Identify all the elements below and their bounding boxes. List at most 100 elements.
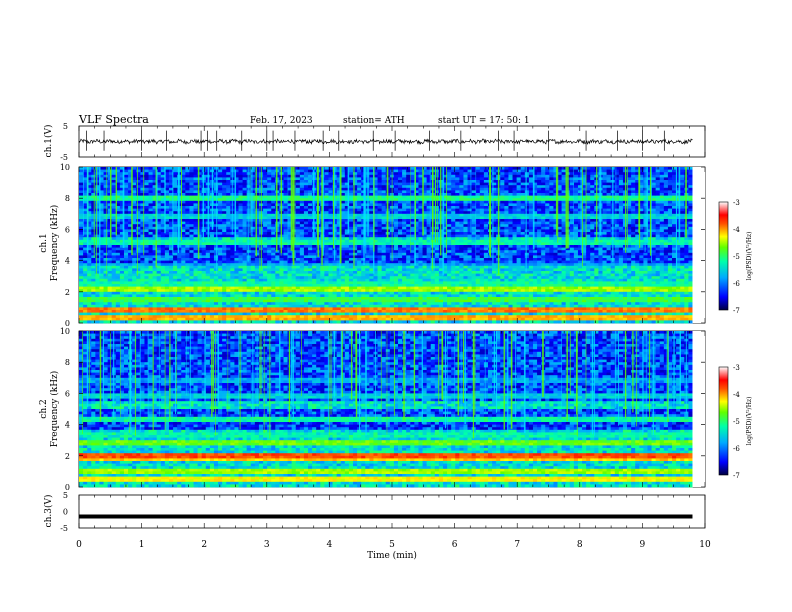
ch1-spectrogram-cell xyxy=(328,245,333,248)
ch1-spectrogram-cell xyxy=(295,255,301,259)
ch1-spectrogram-cell xyxy=(185,172,190,176)
ch1-spectrogram-cell xyxy=(128,315,133,319)
ch1-spectrogram-cell xyxy=(410,286,415,290)
ch1-spectrogram-cell xyxy=(406,260,411,264)
ch1-spectrogram-cell xyxy=(156,268,162,272)
ch1-spectrogram-cell xyxy=(263,291,268,295)
ch1-spectrogram-cell xyxy=(340,213,346,217)
ch1-spectrogram-cell xyxy=(353,250,358,254)
ch1-spectrogram-cell xyxy=(136,284,141,287)
ch1-spectrogram-cell xyxy=(136,229,141,233)
ch1-spectrogram-cell xyxy=(406,232,411,235)
ch1-spectrogram-cell xyxy=(168,208,174,212)
ch1-spectrogram-cell xyxy=(95,219,100,222)
ch1-spectrogram-cell xyxy=(348,304,354,308)
ch1-spectrogram-cell xyxy=(258,294,264,298)
ch1-spectrogram-cell xyxy=(140,206,145,209)
ch1-spectrogram-cell xyxy=(115,174,121,178)
ch1-spectrogram-cell xyxy=(389,276,395,280)
ch1-spectrogram-cell xyxy=(140,180,145,183)
ch1-spectrogram-cell xyxy=(291,294,297,298)
ch1-spectrogram-cell xyxy=(181,265,186,269)
ch1-spectrogram-cell xyxy=(328,286,333,290)
ch1-spectrogram-cell xyxy=(193,320,199,324)
ch1-spectrogram-cell xyxy=(144,299,149,303)
ch1-spectrogram-cell xyxy=(132,307,137,311)
ch1-spectrogram-cell xyxy=(353,180,358,183)
ch1-spectrogram-cell xyxy=(308,206,313,209)
ch1-spectrogram-cell xyxy=(369,265,374,269)
ch1-spectrogram-cell xyxy=(291,315,297,319)
ch1-spectrogram-cell xyxy=(254,265,260,269)
ch1-spectrogram-cell xyxy=(263,213,268,217)
ch1-spectrogram-cell xyxy=(238,167,243,170)
ch1-spectrogram-cell xyxy=(410,216,415,220)
ch1-spectrogram-cell xyxy=(406,245,411,248)
ch1-spectrogram-cell xyxy=(119,219,125,222)
ch1-spectrogram-cell xyxy=(152,281,158,285)
ch1-spectrogram-cell xyxy=(377,187,383,191)
ch1-spectrogram-cell xyxy=(271,265,276,269)
ch1-spectrogram-cell xyxy=(377,315,383,319)
ch1-spectrogram-cell xyxy=(353,239,358,243)
ch1-spectrogram-cell xyxy=(197,193,203,196)
ch1-spectrogram-cell xyxy=(160,320,166,324)
ch1-spectrogram-cell xyxy=(132,226,137,230)
ch1-spectrogram-cell xyxy=(95,317,100,321)
ch1-spectrogram-cell xyxy=(348,263,354,267)
ch1-spectrogram-cell xyxy=(303,315,309,319)
ch1-spectrogram-cell xyxy=(238,200,243,204)
ch1-spectrogram-cell xyxy=(406,242,411,246)
ch1-spectrogram-cell xyxy=(160,190,166,194)
ch1-spectrogram-cell xyxy=(193,203,199,207)
ch1-spectrogram-cell xyxy=(283,317,288,321)
ch1-spectrogram-cell xyxy=(267,294,272,298)
ch1-spectrogram-cell xyxy=(381,224,387,228)
ch1-spectrogram-cell xyxy=(91,299,96,303)
ch1-spectrogram-cell xyxy=(287,250,293,254)
ch1-spectrogram-cell xyxy=(230,307,235,311)
ch1-spectrogram-cell xyxy=(238,242,243,246)
ch1-spectrogram-cell xyxy=(377,307,383,311)
ch1-spectrogram-cell xyxy=(185,289,190,293)
ch1-spectrogram-cell xyxy=(205,271,211,274)
ch1-spectrogram-cell xyxy=(136,260,141,264)
ch1-spectrogram-cell xyxy=(83,224,88,228)
ch1-spectrogram-cell xyxy=(348,317,354,321)
ch1-spectrogram-cell xyxy=(324,174,329,178)
ch1-spectrogram-cell xyxy=(381,286,387,290)
ch1-spectrogram-cell xyxy=(234,297,239,300)
ch1-spectrogram-cell xyxy=(79,167,84,170)
ch1-spectrogram-cell xyxy=(213,182,219,186)
ch1-spectrogram-cell xyxy=(246,203,252,207)
ch1-spectrogram-cell xyxy=(177,263,182,267)
ch1-spectrogram-cell xyxy=(267,211,272,215)
ch1-spectrogram-cell xyxy=(312,317,317,321)
ch1-spectrogram-cell xyxy=(250,252,256,256)
ch1-spectrogram-cell xyxy=(361,299,366,303)
ch1-spectrogram-cell xyxy=(189,239,194,243)
ch1-spectrogram-cell xyxy=(381,226,387,230)
ch1-spectrogram-cell xyxy=(336,302,342,306)
ch1-spectrogram-cell xyxy=(303,242,309,246)
ch1-spectrogram-cell xyxy=(218,224,223,228)
ch1-spectrogram-cell xyxy=(271,255,276,259)
ch1-spectrogram-cell xyxy=(136,320,141,324)
ch1-spectrogram-cell xyxy=(177,297,182,300)
ch1-spectrogram-cell xyxy=(132,185,137,189)
ch1-spectrogram-cell xyxy=(357,239,362,243)
ch1-spectrogram-cell xyxy=(303,245,309,248)
ch1-spectrogram-cell xyxy=(340,185,346,189)
ch1-spectrogram-cell xyxy=(258,312,264,316)
ch1-spectrogram-cell xyxy=(377,268,383,272)
ch1-spectrogram-cell xyxy=(193,289,199,293)
ch1-spectrogram-cell xyxy=(410,294,415,298)
ch1-spectrogram-cell xyxy=(348,213,354,217)
ch1-spectrogram-cell xyxy=(275,255,280,259)
ch1-spectrogram-cell xyxy=(283,208,288,212)
ch1-spectrogram-cell xyxy=(410,221,415,225)
ch1-spectrogram-cell xyxy=(246,213,252,217)
ch1-spectrogram-cell xyxy=(148,242,154,246)
ch1-spectrogram-cell xyxy=(123,239,129,243)
ch1-spectrogram-cell xyxy=(197,250,203,254)
